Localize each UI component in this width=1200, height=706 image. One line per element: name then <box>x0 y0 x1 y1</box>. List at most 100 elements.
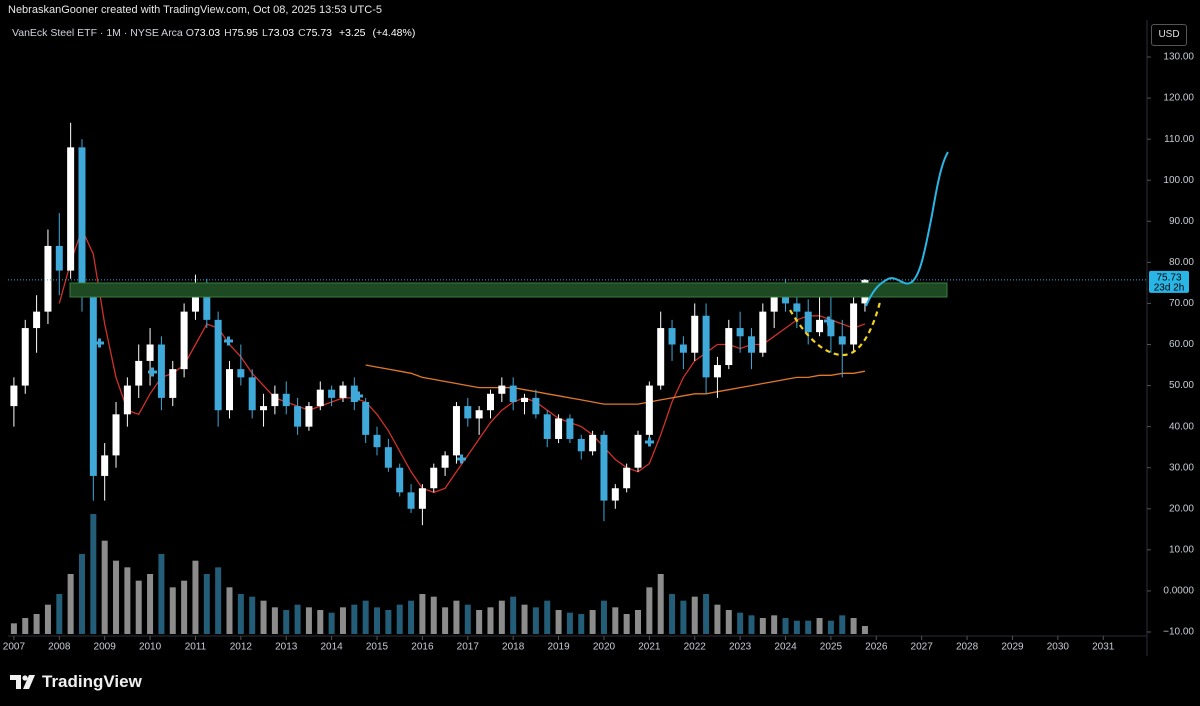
y-tick-label: −10.00 <box>1163 627 1194 638</box>
candle-body <box>191 295 199 312</box>
x-tick-label: 2028 <box>956 642 979 653</box>
volume-bar <box>737 612 744 634</box>
candle-body <box>305 406 313 427</box>
candle-body <box>759 311 767 353</box>
candle-body <box>89 295 97 476</box>
volume-bar <box>555 610 562 634</box>
candle-body <box>464 406 472 419</box>
candle-body <box>169 369 177 398</box>
candle-body <box>316 389 324 407</box>
volume-bar <box>22 618 29 634</box>
last-price-label: 75.73 <box>1156 273 1181 284</box>
candle-body <box>214 319 222 411</box>
ohlc-key: O <box>185 27 194 39</box>
x-tick-label: 2026 <box>865 642 888 653</box>
x-tick-label: 2012 <box>230 642 253 653</box>
x-tick-label: 2024 <box>774 642 797 653</box>
volume-bar <box>612 607 619 634</box>
volume-bar <box>362 600 369 634</box>
volume-bar <box>703 594 710 634</box>
logo <box>10 675 35 689</box>
candle-body <box>101 455 109 476</box>
volume-bar <box>748 615 755 634</box>
y-tick-label: 60.00 <box>1169 339 1194 350</box>
y-tick-label: 40.00 <box>1169 421 1194 432</box>
candle-body <box>509 385 517 402</box>
volume-bar <box>44 604 51 634</box>
legend: VanEck Steel ETF · 1M · NYSE Arca O 73.03… <box>12 27 419 39</box>
volume-bar <box>578 614 585 634</box>
x-tick-label: 2019 <box>547 642 570 653</box>
candle-body <box>237 369 245 378</box>
volume-bar <box>181 580 188 634</box>
volume-bar <box>839 615 846 634</box>
header: NebraskanGooner created with TradingView… <box>8 4 382 16</box>
footer: TradingView <box>10 672 142 692</box>
volume-bar <box>669 594 676 634</box>
moving-average <box>365 364 866 405</box>
candle-body <box>691 315 699 353</box>
candle-body <box>770 295 778 312</box>
candle-body <box>804 311 812 333</box>
candle-body <box>702 315 710 378</box>
volume-bar <box>476 610 483 634</box>
volume-bar <box>10 623 17 634</box>
y-tick-label: 30.00 <box>1169 462 1194 473</box>
volume-bar <box>328 612 335 634</box>
currency-button[interactable]: USD <box>1151 24 1187 46</box>
volume-bar <box>827 620 834 634</box>
volume-bar <box>385 610 392 634</box>
candle-body <box>827 319 835 337</box>
volume-bar <box>793 620 800 634</box>
volume-bar <box>680 600 687 634</box>
last-price-box <box>1149 270 1189 293</box>
candle-body <box>521 397 529 402</box>
x-tick-label: 2030 <box>1047 642 1070 653</box>
x-tick-label: 2025 <box>820 642 843 653</box>
candle-body <box>850 303 858 345</box>
candle-body <box>294 406 302 427</box>
volume-bar <box>782 618 789 634</box>
volume-bar <box>759 618 766 634</box>
volume-bar <box>464 604 471 634</box>
candle-body <box>623 467 631 489</box>
x-tick-label: 2010 <box>139 642 162 653</box>
candle-body <box>157 344 165 398</box>
volume-bar <box>714 604 721 634</box>
candle-body <box>838 336 846 345</box>
candle-body <box>135 360 143 386</box>
y-tick-label: 50.00 <box>1169 380 1194 391</box>
candle-body <box>600 434 608 501</box>
candle-body <box>782 295 790 304</box>
candle-body <box>396 467 404 493</box>
change-pct: (+4.48%) <box>372 27 416 39</box>
ohlc-key: L <box>262 27 268 39</box>
volume-bar <box>646 587 653 634</box>
ohlc-value: 73.03 <box>267 27 295 39</box>
candle-body <box>736 328 744 337</box>
volume-bar <box>498 600 505 634</box>
volume-bar <box>67 574 74 634</box>
candle-body <box>21 328 29 386</box>
y-tick-label: 0.0000 <box>1163 586 1194 597</box>
volume-bar <box>33 614 40 634</box>
candle-body <box>180 311 188 370</box>
volume-bar <box>487 607 494 634</box>
volume-bar <box>725 610 732 634</box>
volume-bar <box>374 607 381 634</box>
volume-bar <box>56 594 63 634</box>
volume-bar <box>510 596 517 634</box>
cup-pattern <box>789 301 882 357</box>
candle-body <box>725 328 733 366</box>
x-tick-label: 2015 <box>366 642 389 653</box>
volume-bar <box>850 618 857 634</box>
x-tick-label: 2029 <box>1001 642 1024 653</box>
ohlc-value: 75.73 <box>305 27 333 39</box>
symbol-title: VanEck Steel ETF · 1M · NYSE Arca <box>12 27 183 39</box>
candle-body <box>441 455 449 468</box>
x-tick-label: 2007 <box>3 642 26 653</box>
volume-bar <box>339 607 346 634</box>
volume-bar <box>113 560 120 634</box>
volume-bar <box>260 600 267 634</box>
